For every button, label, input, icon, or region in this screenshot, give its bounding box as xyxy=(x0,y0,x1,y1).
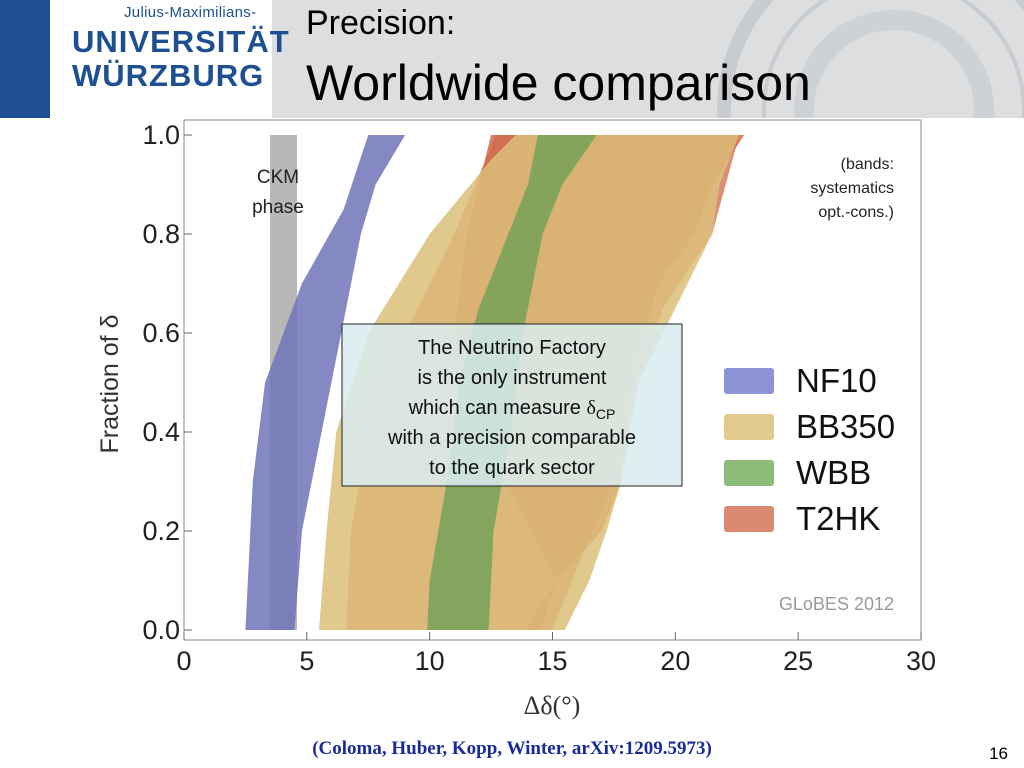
y-tick-label: 0.4 xyxy=(142,417,180,447)
logo-top-text: Julius-Maximilians- xyxy=(124,4,257,21)
y-axis-label: Fraction of δ xyxy=(96,315,124,454)
bands-note-line3: opt.-cons.) xyxy=(818,204,894,221)
university-logo[interactable]: Julius-Maximilians- UNIVERSITÄT WÜRZBURG xyxy=(22,0,289,118)
legend-label-wbb: WBB xyxy=(796,454,871,491)
y-tick-label: 0.6 xyxy=(142,318,180,348)
precision-chart: 0 5 10 15 20 25 30 0.0 0.2 0.4 0.6 0.8 1.0 Fraction … xyxy=(96,119,936,720)
slide-title-line1: Precision: xyxy=(306,4,456,42)
logo-city-text: WÜRZBURG xyxy=(72,58,265,93)
university-seal-watermark xyxy=(717,0,1024,118)
x-axis-label: Δδ(°) xyxy=(524,691,581,720)
slide-title-line2: Worldwide comparison xyxy=(306,55,811,111)
legend-swatch-nf10 xyxy=(724,368,774,394)
x-tick-label: 25 xyxy=(783,646,813,676)
nf10-band xyxy=(245,135,406,630)
callout-line5: to the quark sector xyxy=(429,457,595,479)
ckm-label-line2: phase xyxy=(252,197,304,218)
callout-line2: is the only instrument xyxy=(418,367,607,389)
legend-label-t2hk: T2HK xyxy=(796,500,880,537)
callout-line4: with a precision comparable xyxy=(387,427,636,449)
y-tick-label: 0.8 xyxy=(142,219,180,249)
legend-label-bb350: BB350 xyxy=(796,408,895,445)
citation[interactable]: (Coloma, Huber, Kopp, Winter, arXiv:1209… xyxy=(312,738,712,759)
x-tick-label: 30 xyxy=(906,646,936,676)
x-tick-label: 15 xyxy=(537,646,567,676)
x-tick-label: 5 xyxy=(299,646,314,676)
page-number: 16 xyxy=(989,744,1008,763)
header-accent-bar xyxy=(0,0,22,118)
legend-swatch-t2hk xyxy=(724,506,774,532)
x-tick-label: 20 xyxy=(660,646,690,676)
legend-swatch-bb350 xyxy=(724,414,774,440)
ckm-label-line1: CKM xyxy=(257,167,299,188)
legend-swatch-wbb xyxy=(724,460,774,486)
callout-line3: which can measure δCP xyxy=(408,397,616,422)
y-tick-label: 1.0 xyxy=(142,120,180,150)
x-tick-label: 10 xyxy=(415,646,445,676)
callout-line1: The Neutrino Factory xyxy=(418,337,606,359)
legend: NF10 BB350 WBB T2HK xyxy=(724,362,895,537)
x-tick-label: 0 xyxy=(176,646,191,676)
logo-blue-bar xyxy=(22,0,50,118)
logo-main-text: UNIVERSITÄT xyxy=(72,24,290,59)
y-tick-label: 0.0 xyxy=(142,615,180,645)
legend-label-nf10: NF10 xyxy=(796,362,877,399)
callout-cp-subscript: CP xyxy=(596,406,615,422)
callout-line3-text: which can measure xyxy=(408,397,587,419)
source-label: GLoBES 2012 xyxy=(779,594,894,614)
bands-note-line2: systematics xyxy=(810,180,894,197)
y-tick-label: 0.2 xyxy=(142,516,180,546)
callout-delta-symbol: δ xyxy=(586,397,595,419)
callout-box: The Neutrino Factory is the only instrum… xyxy=(341,323,683,487)
bands-note-line1: (bands: xyxy=(841,156,894,173)
